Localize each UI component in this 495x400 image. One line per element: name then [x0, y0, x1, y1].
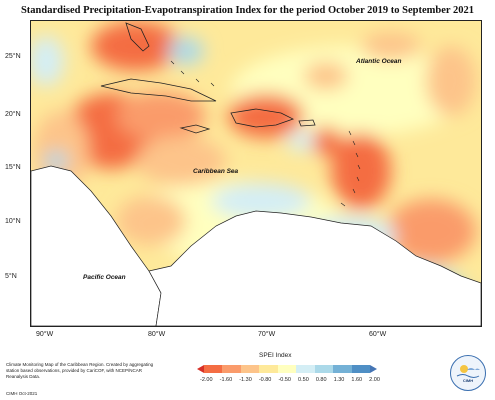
legend-tick-labels: -2.00 -1.60 -1.30 -0.80 -0.50 0.50 0.80 … [200, 377, 380, 383]
credit-text: Climate Monitoring Map of the Caribbean … [6, 362, 154, 379]
legend-tick: -1.60 [219, 377, 233, 383]
south-america-land [148, 210, 481, 326]
legend-tick: 1.60 [351, 377, 363, 383]
legend-segment [240, 365, 260, 373]
pacific-ocean-label: Pacific Ocean [83, 274, 126, 281]
legend-segment [222, 365, 241, 373]
legend-tick: 1.30 [333, 377, 345, 383]
cuba-outline [100, 78, 217, 102]
lat-label-10n: 10°N [5, 218, 21, 225]
legend-segment [259, 365, 278, 373]
lon-label-70w: 70°W [258, 331, 276, 338]
date-stamp: CIMH Oct-2021 [6, 391, 38, 396]
lat-label-5n: 5°N [5, 273, 17, 280]
legend-tick: -2.00 [200, 377, 213, 383]
logo-emblem-icon [456, 365, 480, 378]
lat-label-15n: 15°N [5, 164, 21, 171]
lon-label-80w: 80°W [148, 331, 166, 338]
cimh-logo[interactable]: CIMH [450, 355, 486, 391]
legend-title: SPEI Index [259, 352, 292, 359]
lon-label-90w: 90°W [36, 331, 54, 338]
legend-segment [314, 365, 334, 373]
legend-segment [204, 365, 223, 373]
map-frame[interactable]: Atlantic Ocean Caribbean Sea Pacific Oce… [30, 20, 482, 327]
legend-segment [351, 365, 370, 373]
logo-text: CIMH [462, 378, 474, 383]
jamaica-outline [179, 124, 211, 134]
spei-map: Atlantic Ocean Caribbean Sea Pacific Oce… [31, 21, 481, 326]
lat-label-20n: 20°N [5, 111, 21, 118]
legend-segment [296, 365, 315, 373]
legend-tick: -1.30 [239, 377, 252, 383]
atlantic-ocean-label: Atlantic Ocean [355, 58, 402, 65]
legend-tick: -0.50 [278, 377, 291, 383]
legend-segment [333, 365, 352, 373]
hispaniola-outline [230, 108, 295, 128]
central-america-land [31, 165, 162, 326]
legend-tick: -0.80 [258, 377, 272, 383]
lat-label-25n: 25°N [5, 53, 21, 60]
legend-tick: 0.80 [315, 377, 327, 383]
legend-tick: 2.00 [369, 377, 380, 383]
lon-label-60w: 60°W [369, 331, 387, 338]
legend-colorbar [197, 364, 377, 374]
florida-outline [125, 22, 150, 52]
puerto-rico-outline [298, 119, 316, 127]
legend-arrow-high [369, 365, 377, 373]
legend-tick: 0.50 [298, 377, 309, 383]
legend-segment [277, 365, 297, 373]
caribbean-sea-label: Caribbean Sea [193, 168, 239, 175]
map-title: Standardised Precipitation-Evapotranspir… [20, 5, 475, 16]
legend-arrow-low [197, 365, 204, 373]
lesser-antilles [170, 60, 361, 207]
